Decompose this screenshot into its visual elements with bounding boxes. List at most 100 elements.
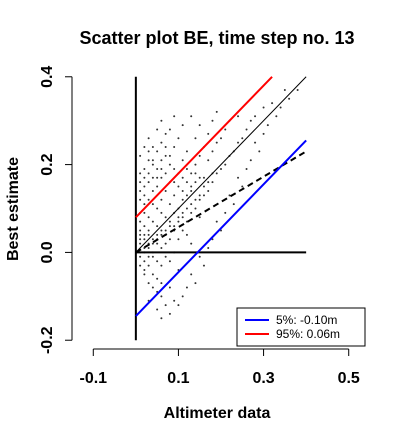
data-point	[147, 172, 150, 175]
x-tick-label: 0.5	[338, 370, 360, 387]
data-point	[143, 233, 146, 236]
data-point	[147, 159, 150, 162]
data-point	[147, 229, 150, 232]
data-point	[194, 181, 197, 184]
data-point	[181, 229, 184, 232]
data-point	[139, 264, 142, 267]
data-point	[198, 154, 201, 157]
data-point	[215, 172, 218, 175]
legend-label: 5%: -0.10m	[276, 313, 337, 327]
data-point	[211, 181, 214, 184]
data-point	[190, 115, 193, 118]
data-point	[139, 198, 142, 201]
data-point	[160, 167, 163, 170]
y-tick-label: 0.2	[39, 153, 56, 175]
data-point	[164, 242, 167, 245]
data-point	[143, 203, 146, 206]
data-point	[181, 198, 184, 201]
data-point	[160, 282, 163, 285]
data-point	[220, 167, 222, 170]
data-point	[160, 229, 163, 232]
x-axis-label: Altimeter data	[164, 405, 271, 422]
data-point	[139, 220, 142, 223]
data-point	[151, 242, 154, 245]
data-point	[156, 128, 159, 131]
data-point	[190, 172, 193, 175]
data-point	[190, 189, 193, 192]
data-point	[271, 102, 274, 105]
data-point	[194, 163, 197, 166]
data-point	[202, 185, 205, 188]
data-point	[156, 150, 159, 153]
data-point	[168, 286, 171, 289]
data-point	[168, 225, 171, 228]
data-point	[211, 150, 214, 153]
data-point	[151, 163, 154, 166]
data-point	[160, 119, 163, 122]
data-point	[241, 185, 244, 188]
data-point	[207, 181, 210, 184]
plot-area	[72, 68, 370, 349]
data-point	[156, 176, 159, 179]
data-point	[164, 146, 167, 149]
data-point	[202, 264, 205, 267]
data-point	[224, 128, 227, 131]
data-point	[147, 216, 150, 219]
data-point	[160, 211, 163, 214]
data-point	[190, 211, 193, 214]
data-point	[164, 132, 167, 135]
data-point	[254, 141, 257, 144]
data-point	[173, 299, 176, 302]
data-point	[156, 233, 159, 236]
data-point	[139, 233, 142, 236]
data-point	[139, 172, 142, 175]
data-point	[181, 176, 184, 179]
data-point	[151, 189, 154, 192]
data-point	[181, 124, 184, 127]
data-point	[143, 167, 146, 170]
data-point	[207, 159, 210, 162]
data-point	[258, 150, 261, 153]
data-point	[160, 198, 163, 201]
data-point	[151, 273, 154, 276]
data-point	[190, 185, 193, 188]
data-point	[164, 255, 167, 258]
data-point	[139, 255, 142, 258]
data-point	[181, 211, 184, 214]
data-point	[262, 132, 265, 135]
data-point	[198, 176, 201, 179]
data-point	[177, 185, 180, 188]
data-point	[139, 189, 142, 192]
data-point	[139, 229, 142, 232]
y-axis-label: Best estimate	[5, 157, 22, 261]
data-point	[143, 176, 146, 179]
data-point	[173, 194, 176, 197]
data-point	[190, 273, 193, 276]
data-point	[190, 242, 193, 245]
axes: -0.1 0.1 0.3 0.5 -0.2 0.0 0.2 0.4	[39, 66, 360, 387]
data-point	[168, 260, 171, 263]
95-line-line	[135, 76, 273, 218]
data-point	[185, 233, 188, 236]
data-point	[160, 176, 163, 179]
data-point	[151, 255, 154, 258]
data-point	[143, 225, 146, 228]
data-point	[156, 277, 159, 280]
data-point	[143, 185, 146, 188]
data-point	[194, 198, 197, 201]
reference-lines	[134, 76, 307, 341]
data-point	[173, 146, 176, 149]
data-point	[283, 88, 286, 91]
x-tick-label: 0.1	[167, 370, 189, 387]
data-point	[181, 159, 184, 162]
data-point	[185, 150, 188, 153]
data-point	[143, 211, 146, 214]
data-point	[147, 137, 150, 140]
data-point	[168, 128, 171, 131]
identity-line	[135, 76, 307, 253]
data-point	[194, 137, 197, 140]
data-point	[177, 137, 180, 140]
data-point	[151, 220, 154, 223]
legend-label: 95%: 0.06m	[276, 327, 340, 341]
